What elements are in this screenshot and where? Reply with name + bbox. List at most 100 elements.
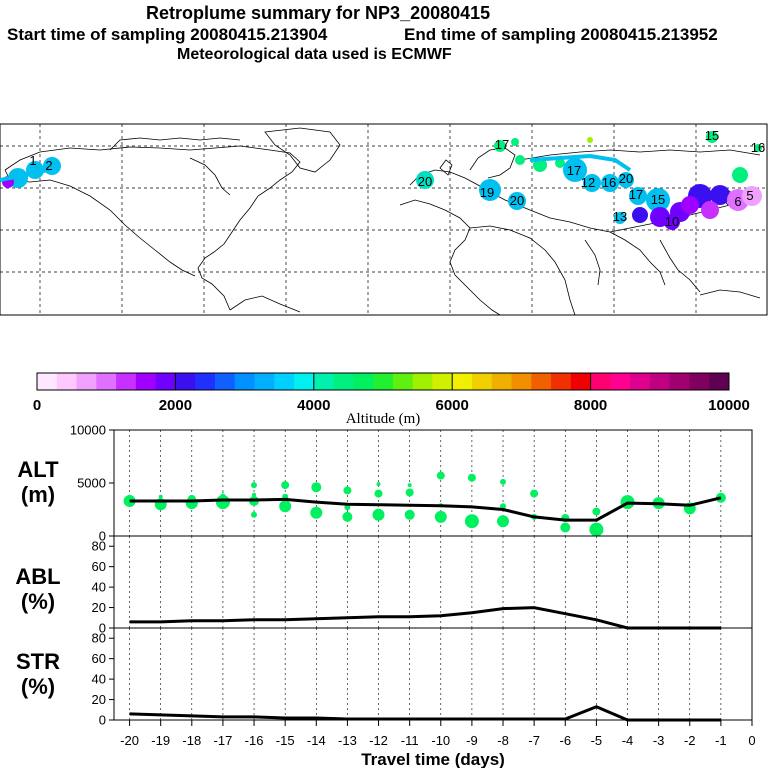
plume-blobs xyxy=(0,131,762,230)
chart-y-tick-label: 0 xyxy=(99,713,106,728)
x-tick-label: -13 xyxy=(338,733,357,748)
start-time-label: Start time of sampling 20080415.213904 xyxy=(7,25,328,44)
x-tick-label: -1 xyxy=(715,733,727,748)
charts: 1000050000ALT(m)806040200ABL(%)806040200… xyxy=(15,423,755,768)
chart-y-tick-label: 10000 xyxy=(70,423,106,438)
chart-y-tick-label: 80 xyxy=(92,631,106,646)
chart-y-tick-label: 60 xyxy=(92,559,106,574)
plume-day-label: 12 xyxy=(581,175,595,190)
alt-data-point xyxy=(464,514,479,529)
plume-blob xyxy=(508,192,526,210)
alt-data-point xyxy=(467,473,476,482)
plume-track xyxy=(0,166,56,182)
plume-blob xyxy=(494,140,506,152)
chart-y-tick-label: 0 xyxy=(99,529,106,544)
x-tick-label: -16 xyxy=(245,733,264,748)
plume-day-label: 13 xyxy=(613,209,627,224)
plume-day-label: 20 xyxy=(418,174,432,189)
alt-data-point xyxy=(530,489,539,498)
alt-data-point xyxy=(251,482,257,489)
page-title: Retroplume summary for NP3_20080415 xyxy=(146,3,491,23)
plume-blob xyxy=(706,131,718,143)
alt-data-point xyxy=(342,511,353,522)
colorbar-swatch xyxy=(610,373,631,390)
colorbar-swatch xyxy=(392,373,414,390)
plume-day-label: 6 xyxy=(734,194,741,209)
colorbar-tick-label: 10000 xyxy=(708,397,750,414)
colorbar-swatch xyxy=(570,373,591,390)
x-tick-label: -5 xyxy=(591,733,603,748)
colorbar-swatch xyxy=(155,373,176,390)
panel-unit-label: (m) xyxy=(21,482,55,507)
x-tick-label: -9 xyxy=(466,733,478,748)
plume-blob xyxy=(601,174,619,192)
plume-blob xyxy=(732,167,748,183)
x-tick-label: -11 xyxy=(401,733,419,748)
plume-day-label: 16 xyxy=(602,175,616,190)
colorbar-swatch xyxy=(590,373,611,390)
plume-blob xyxy=(555,158,565,168)
plume-day-label: 17 xyxy=(567,163,581,178)
colorbar-swatch xyxy=(373,373,394,390)
x-tick-label: -14 xyxy=(307,733,326,748)
colorbar-swatch xyxy=(432,373,453,390)
colorbar-swatch xyxy=(76,373,97,390)
x-tick-label: -18 xyxy=(182,733,201,748)
colorbar-tick-label: 6000 xyxy=(436,397,469,414)
alt-data-point xyxy=(500,503,506,510)
panel-label: ABL xyxy=(15,564,60,589)
colorbar-swatch xyxy=(689,373,710,390)
colorbar-swatch xyxy=(56,373,77,390)
chart-panel-str: 80 60 40 20 0 STR(%) xyxy=(16,627,753,728)
str-series-line xyxy=(129,705,721,722)
alt-data-point xyxy=(592,507,601,516)
x-tick-label: -2 xyxy=(684,733,696,748)
plume-blob xyxy=(629,187,647,205)
panel-unit-label: (%) xyxy=(21,589,55,614)
plume-blob xyxy=(681,196,699,214)
plume-blob xyxy=(664,214,680,230)
panel-label: ALT xyxy=(17,457,59,482)
colorbar-swatch xyxy=(116,373,137,390)
colorbar-swatch xyxy=(649,373,671,390)
plume-day-label: 5 xyxy=(746,188,753,203)
chart-y-tick-label: 20 xyxy=(92,600,106,615)
plume-blob xyxy=(701,201,719,219)
plume-day-label: 10 xyxy=(665,214,679,229)
chart-panel-alt: 10000 5000 0 ALT(m) xyxy=(17,423,753,544)
alt-data-point xyxy=(279,500,292,513)
colorbar-swatch xyxy=(511,373,532,390)
alt-data-point xyxy=(372,508,385,521)
colorbar-swatch xyxy=(234,373,255,390)
plume-day-label: 17 xyxy=(495,137,509,152)
x-tick-label: -15 xyxy=(276,733,295,748)
colorbar-swatch xyxy=(294,373,315,390)
chart-frame xyxy=(113,535,753,629)
alt-data-point xyxy=(500,478,506,485)
x-tick-label: -10 xyxy=(431,733,450,748)
plume-blob xyxy=(479,179,501,201)
alt-data-point xyxy=(434,510,447,523)
chart-y-tick-label: 40 xyxy=(92,580,106,595)
plume-blob xyxy=(742,186,762,206)
alt-data-point xyxy=(497,515,509,528)
alt-data-point xyxy=(436,471,445,480)
chart-y-tick-label: 80 xyxy=(92,539,106,554)
colorbar-swatch xyxy=(630,373,651,390)
map-graticule xyxy=(0,124,767,315)
chart-frame xyxy=(113,627,753,721)
x-tick-label: -12 xyxy=(369,733,388,748)
colorbar-swatch xyxy=(274,373,295,390)
chart-y-tick-label: 40 xyxy=(92,672,106,687)
met-data-label: Meteorological data used is ECMWF xyxy=(177,46,452,63)
x-tick-label: -20 xyxy=(120,733,139,748)
plume-day-label: 19 xyxy=(480,185,494,200)
alt-data-point xyxy=(219,493,226,500)
plume-blob xyxy=(710,185,730,205)
colorbar-swatch xyxy=(669,373,690,390)
plume-day-label: 20 xyxy=(510,193,524,208)
plume-blob xyxy=(583,174,601,192)
chart-y-tick-label: 5000 xyxy=(77,476,106,491)
alt-data-point xyxy=(281,481,290,490)
